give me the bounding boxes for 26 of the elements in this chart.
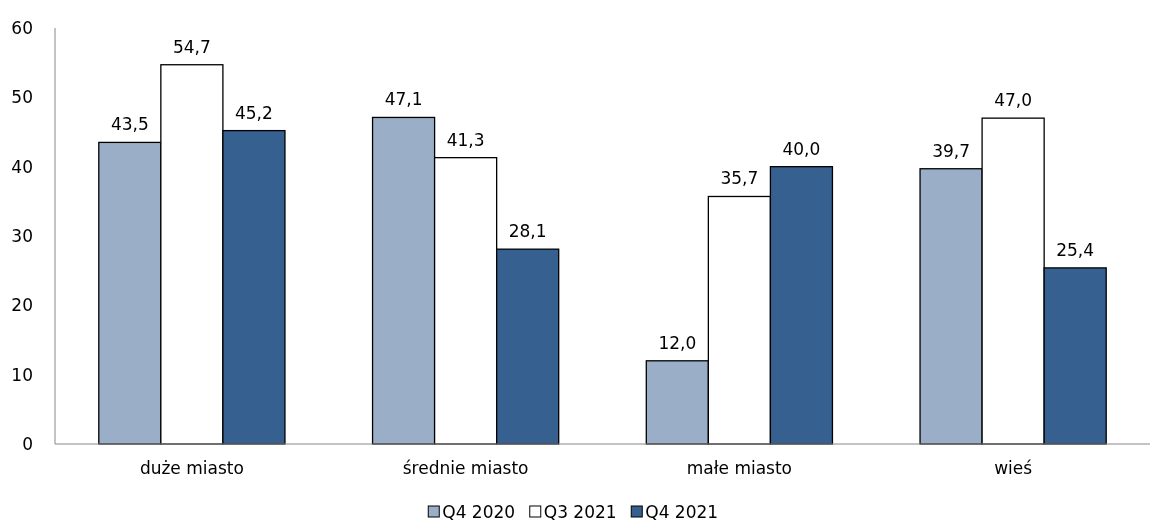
x-tick-label: małe miasto xyxy=(686,458,793,478)
data-label: 41,3 xyxy=(446,129,485,150)
y-tick-label: 20 xyxy=(11,295,33,316)
x-tick-label: wieś xyxy=(994,458,1033,478)
data-label: 47,0 xyxy=(994,90,1033,111)
x-tick-label: duże miasto xyxy=(139,458,244,478)
x-tick-label: średnie miasto xyxy=(402,458,529,478)
data-label: 54,7 xyxy=(172,36,211,57)
data-label: 28,1 xyxy=(508,221,547,242)
data-label: 40,0 xyxy=(782,138,821,159)
y-tick-label: 10 xyxy=(11,364,33,385)
data-label: 39,7 xyxy=(932,140,970,161)
legend-label: Q4 2021 xyxy=(645,501,719,522)
data-label: 43,5 xyxy=(110,114,149,135)
y-tick-label: 30 xyxy=(11,225,33,246)
y-tick-label: 50 xyxy=(11,87,33,108)
data-label: 47,1 xyxy=(384,89,423,110)
y-tick-label: 0 xyxy=(22,433,33,454)
data-label: 45,2 xyxy=(235,102,273,123)
y-tick-label: 40 xyxy=(11,156,33,177)
data-label: 35,7 xyxy=(720,168,759,189)
data-label: 12,0 xyxy=(658,332,697,353)
data-label: 25,4 xyxy=(1056,239,1095,260)
y-tick-label: 60 xyxy=(11,17,33,38)
legend-label: Q3 2021 xyxy=(543,501,617,522)
legend-label: Q4 2020 xyxy=(442,501,516,522)
